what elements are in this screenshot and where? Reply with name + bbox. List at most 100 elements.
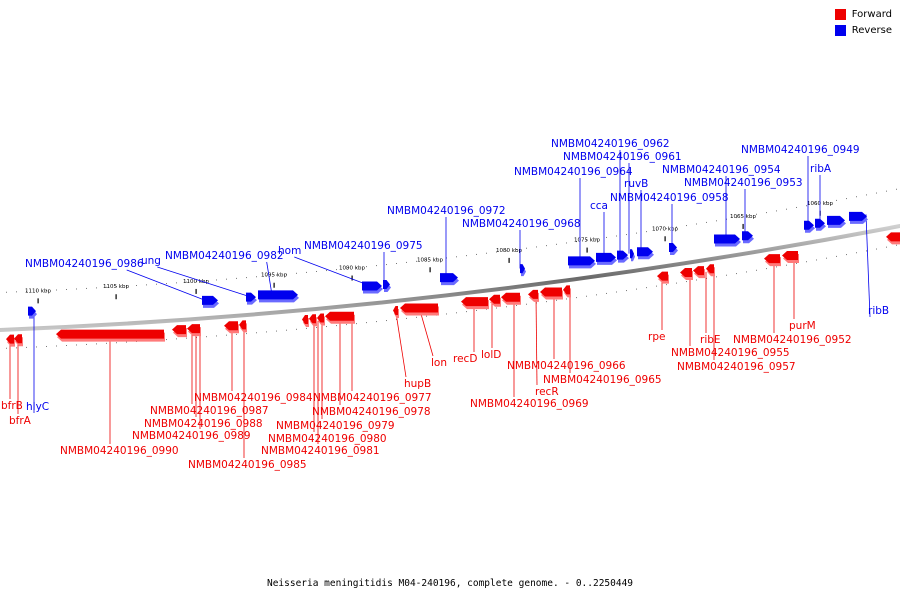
reverse-gene[interactable] — [742, 231, 753, 241]
gene-label[interactable]: NMBM04240196_0972 — [387, 205, 506, 217]
gene-label[interactable]: ruvB — [624, 178, 648, 190]
reverse-gene[interactable] — [637, 247, 653, 257]
reverse-gene[interactable] — [246, 292, 256, 302]
reverse-gene[interactable] — [202, 295, 218, 305]
forward-gene[interactable] — [563, 285, 570, 295]
reverse-gene[interactable] — [669, 243, 677, 253]
reverse-gene[interactable] — [630, 249, 634, 259]
gene-label[interactable]: ribE — [700, 334, 721, 346]
gene-label[interactable]: NMBM04240196_0949 — [741, 144, 860, 156]
forward-gene[interactable] — [302, 314, 308, 324]
gene-label[interactable]: NMBM04240196_0981 — [261, 445, 380, 457]
gene-label[interactable]: NMBM04240196_0988 — [144, 418, 263, 430]
gene-label[interactable]: ung — [141, 255, 161, 267]
gene-label[interactable]: NMBM04240196_0969 — [470, 398, 589, 410]
gene-label[interactable]: NMBM04240196_0962 — [551, 138, 670, 150]
reverse-gene[interactable] — [520, 264, 525, 274]
gene-label[interactable]: NMBM04240196_0955 — [671, 347, 790, 359]
gene-label[interactable]: bfrA — [9, 415, 32, 427]
gene-label[interactable]: hlyC — [26, 401, 49, 413]
guide-dot — [366, 322, 367, 324]
reverse-gene[interactable] — [827, 215, 845, 225]
forward-gene[interactable] — [657, 271, 668, 281]
gene-label[interactable]: ribA — [810, 163, 832, 175]
gene-label[interactable]: hom — [278, 245, 301, 257]
gene-label[interactable]: NMBM04240196_0979 — [276, 420, 395, 432]
reverse-gene[interactable] — [596, 252, 616, 262]
forward-gene[interactable] — [764, 254, 780, 264]
gene-label[interactable]: lon — [431, 357, 447, 369]
gene-label[interactable]: rpe — [648, 331, 665, 343]
reverse-gene[interactable] — [568, 256, 595, 266]
gene-label[interactable]: NMBM04240196_0980 — [268, 433, 387, 445]
forward-gene[interactable] — [693, 266, 704, 276]
reverse-gene[interactable] — [804, 220, 814, 230]
forward-gene[interactable] — [400, 303, 438, 313]
gene-label[interactable]: cca — [590, 200, 608, 212]
forward-gene[interactable] — [886, 232, 900, 242]
reverse-gene[interactable] — [258, 290, 298, 300]
guide-dot — [706, 221, 707, 223]
forward-gene[interactable] — [14, 334, 22, 344]
gene-label[interactable]: NMBM04240196_0964 — [514, 166, 633, 178]
gene-label[interactable]: bfrB — [1, 400, 23, 412]
gene-label[interactable]: NMBM04240196_0957 — [677, 361, 796, 373]
scale-tick-mark — [115, 294, 117, 300]
scale-tick-label: 1080 kbp — [496, 248, 522, 254]
guide-dot — [856, 196, 857, 198]
reverse-gene[interactable] — [440, 273, 458, 283]
forward-gene[interactable] — [224, 321, 238, 331]
gene-label[interactable]: NMBM04240196_0986 — [25, 258, 144, 270]
forward-gene[interactable] — [393, 306, 398, 316]
gene-label[interactable]: recR — [535, 386, 559, 398]
forward-gene[interactable] — [706, 264, 714, 274]
gene-label[interactable]: NMBM04240196_0989 — [132, 430, 251, 442]
gene-label[interactable]: NMBM04240196_0977 — [313, 392, 432, 404]
forward-gene[interactable] — [489, 294, 500, 304]
gene-label[interactable]: NMBM04240196_0990 — [60, 445, 179, 457]
gene-label[interactable]: purM — [789, 320, 816, 332]
guide-dot — [356, 323, 357, 325]
gene-label[interactable]: NMBM04240196_0965 — [543, 374, 662, 386]
gene-label[interactable]: NMBM04240196_0984 — [194, 392, 313, 404]
gene-label[interactable]: NMBM04240196_0954 — [662, 164, 781, 176]
forward-gene[interactable] — [172, 325, 186, 335]
gene-label[interactable]: NMBM04240196_0953 — [684, 177, 803, 189]
reverse-gene[interactable] — [383, 279, 390, 289]
forward-gene[interactable] — [501, 292, 520, 302]
scale-tick-mark — [508, 257, 510, 263]
gene-label[interactable]: NMBM04240196_0961 — [563, 151, 682, 163]
reverse-gene[interactable] — [815, 218, 825, 228]
gene-label[interactable]: NMBM04240196_0985 — [188, 459, 307, 471]
reverse-gene[interactable] — [362, 281, 382, 291]
reverse-gene[interactable] — [28, 306, 36, 316]
gene-label[interactable]: NMBM04240196_0968 — [462, 218, 581, 230]
forward-gene[interactable] — [461, 297, 488, 307]
forward-gene[interactable] — [317, 313, 324, 323]
gene-label[interactable]: NMBM04240196_0975 — [304, 240, 423, 252]
forward-gene[interactable] — [540, 287, 562, 297]
reverse-gene[interactable] — [849, 211, 867, 221]
gene-label[interactable]: NMBM04240196_0958 — [610, 192, 729, 204]
forward-gene[interactable] — [528, 289, 538, 299]
gene-label[interactable]: lolD — [481, 349, 501, 361]
forward-gene[interactable] — [187, 324, 200, 334]
gene-label[interactable]: NMBM04240196_0987 — [150, 405, 269, 417]
forward-gene[interactable] — [325, 311, 354, 321]
reverse-gene[interactable] — [617, 250, 628, 260]
reverse-gene[interactable] — [714, 234, 740, 244]
forward-gene[interactable] — [56, 329, 164, 339]
gene-label[interactable]: NMBM04240196_0982 — [165, 250, 284, 262]
forward-gene[interactable] — [309, 314, 316, 324]
forward-gene[interactable] — [782, 251, 798, 261]
forward-gene[interactable] — [6, 334, 14, 344]
gene-label[interactable]: NMBM04240196_0978 — [312, 406, 431, 418]
forward-gene[interactable] — [680, 268, 692, 278]
gene-label[interactable]: NMBM04240196_0952 — [733, 334, 852, 346]
gene-label[interactable]: hupB — [404, 378, 431, 390]
leader-line — [865, 214, 871, 318]
gene-label[interactable]: NMBM04240196_0966 — [507, 360, 626, 372]
forward-gene[interactable] — [239, 320, 246, 330]
gene-label[interactable]: ribB — [868, 305, 889, 317]
gene-label[interactable]: recD — [453, 353, 477, 365]
